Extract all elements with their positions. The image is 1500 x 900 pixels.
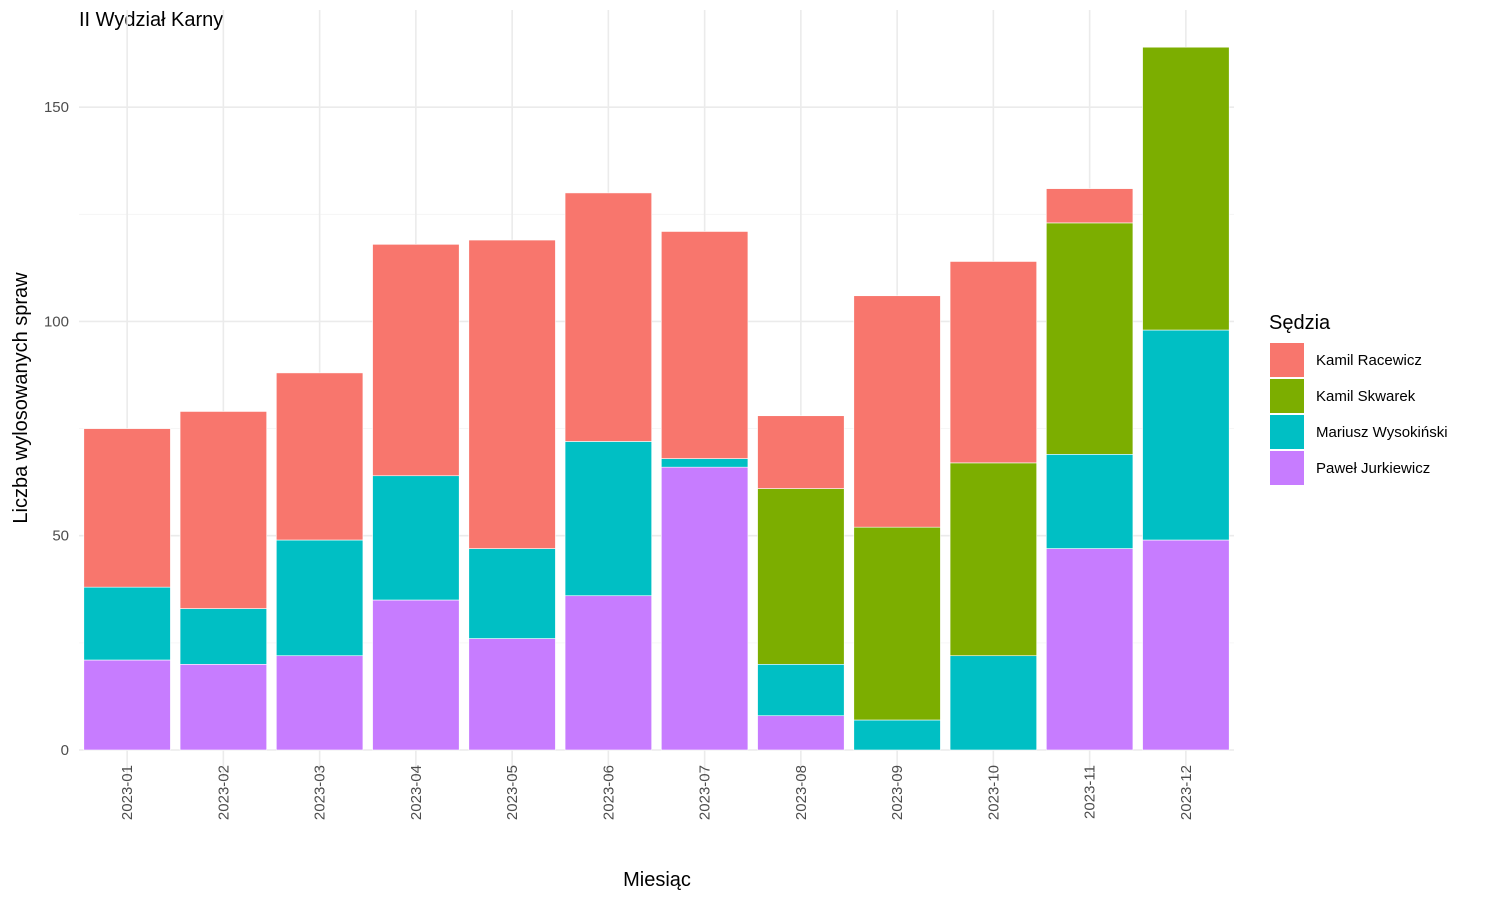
bar-segment [1142, 329, 1230, 541]
legend-key [1270, 379, 1304, 413]
bar-segment [1046, 454, 1134, 549]
bar-segment [853, 719, 941, 751]
bar-segment [757, 415, 845, 489]
legend-label: Kamil Skwarek [1316, 388, 1416, 405]
bar-segment [661, 466, 749, 751]
y-tick-label: 50 [52, 528, 69, 545]
y-tick-label: 0 [61, 742, 69, 759]
legend-label: Paweł Jurkiewicz [1316, 460, 1430, 477]
chart-title: II Wydział Karny [79, 9, 223, 31]
legend: Sędzia Kamil Racewicz Kamil Skwarek Marius… [1269, 312, 1448, 485]
bar-segment [468, 638, 556, 751]
bar-segment [757, 488, 845, 665]
bar-segment [1046, 188, 1134, 224]
bar-segment [1046, 222, 1134, 455]
bar-segment [853, 295, 941, 528]
bars [83, 46, 1230, 751]
bar-segment [757, 663, 845, 717]
bar-segment [564, 595, 652, 751]
x-tick-label: 2023-04 [408, 765, 425, 820]
bar-segment [179, 663, 267, 751]
bar-segment [949, 655, 1037, 751]
bar-segment [949, 261, 1037, 464]
legend-key [1270, 415, 1304, 449]
bar-segment [757, 715, 845, 751]
bar-segment [83, 659, 171, 751]
bar-segment [468, 548, 556, 639]
x-tick-label: 2023-09 [889, 765, 906, 820]
bar-segment [1142, 46, 1230, 331]
bar-segment [468, 239, 556, 549]
y-tick-label: 150 [44, 99, 69, 116]
bar-segment [564, 441, 652, 597]
legend-label: Mariusz Wysokiński [1316, 424, 1448, 441]
x-tick-label: 2023-07 [697, 765, 714, 820]
legend-key [1270, 343, 1304, 377]
x-tick-label: 2023-08 [793, 765, 810, 820]
x-tick-label: 2023-05 [504, 765, 521, 820]
bar-segment [372, 599, 460, 751]
bar-segment [276, 655, 364, 751]
bar-segment [661, 231, 749, 459]
bar-segment [276, 372, 364, 541]
x-tick-label: 2023-12 [1178, 765, 1195, 820]
bar-segment [1142, 539, 1230, 751]
x-tick-label: 2023-11 [1082, 765, 1099, 819]
x-axis-title: Miesiąc [623, 869, 691, 891]
bar-segment [1046, 548, 1134, 751]
bar-segment [83, 586, 171, 661]
y-axis-ticks: 0 50 100 150 [44, 99, 69, 759]
bar-segment [661, 458, 749, 468]
x-tick-label: 2023-10 [985, 765, 1002, 820]
bar-segment [564, 192, 652, 442]
legend-title: Sędzia [1269, 312, 1331, 334]
bar-segment [372, 475, 460, 601]
bar-segment [949, 462, 1037, 657]
x-tick-label: 2023-02 [215, 765, 232, 820]
x-tick-label: 2023-01 [119, 765, 136, 820]
y-axis-title: Liczba wylosowanych spraw [10, 272, 32, 524]
bar-segment [853, 526, 941, 721]
bar-segment [179, 411, 267, 609]
x-tick-label: 2023-03 [312, 765, 329, 820]
legend-key [1270, 451, 1304, 485]
bar-segment [83, 428, 171, 588]
legend-label: Kamil Racewicz [1316, 352, 1422, 369]
bar-segment [179, 608, 267, 665]
bar-segment [276, 539, 364, 657]
bar-segment [372, 244, 460, 477]
x-axis-ticks: 2023-01 2023-02 2023-03 2023-04 2023-05 2023-… [119, 765, 1195, 820]
x-tick-label: 2023-06 [600, 765, 617, 820]
y-tick-label: 100 [44, 313, 69, 330]
